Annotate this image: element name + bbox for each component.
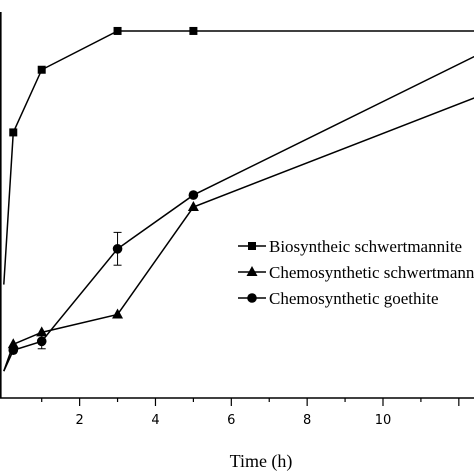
legend-label: Biosyntheic schwertmannite [269,237,462,256]
axes: 2 4 6 8 10 [0,12,474,428]
square-marker [248,242,256,250]
circle-marker [188,190,199,200]
circle-marker [8,345,19,356]
triangle-marker [187,201,199,212]
square-marker [9,128,18,137]
series-line [3,97,474,372]
series-line [3,55,474,372]
legend-item: Chemosynthetic goethite [238,289,439,308]
x-tick-label: 10 [375,413,392,428]
x-tick-label: 8 [303,413,311,428]
x-tick-label: 4 [151,413,159,428]
legend: Biosyntheic schwertmannite Chemosynthetic… [238,237,474,308]
series-layer [3,26,474,372]
triangle-marker [246,266,258,276]
triangle-marker [112,308,124,319]
legend-label: Chemosynthetic schwertmannite [269,263,474,282]
x-tick-label: 2 [75,413,83,428]
series-triangle [3,97,474,372]
square-marker [113,26,122,35]
x-tick-label: 6 [227,413,235,428]
legend-item: Chemosynthetic schwertmannite [238,263,474,282]
series-square [3,26,474,285]
square-marker [37,65,46,74]
series-circle [3,55,474,372]
series-line [3,30,474,285]
square-marker [189,26,198,35]
x-axis-title: Time (h) [230,451,293,472]
triangle-marker [7,338,19,349]
legend-label: Chemosynthetic goethite [269,289,439,308]
circle-marker [247,293,257,303]
legend-item: Biosyntheic schwertmannite [238,237,462,256]
